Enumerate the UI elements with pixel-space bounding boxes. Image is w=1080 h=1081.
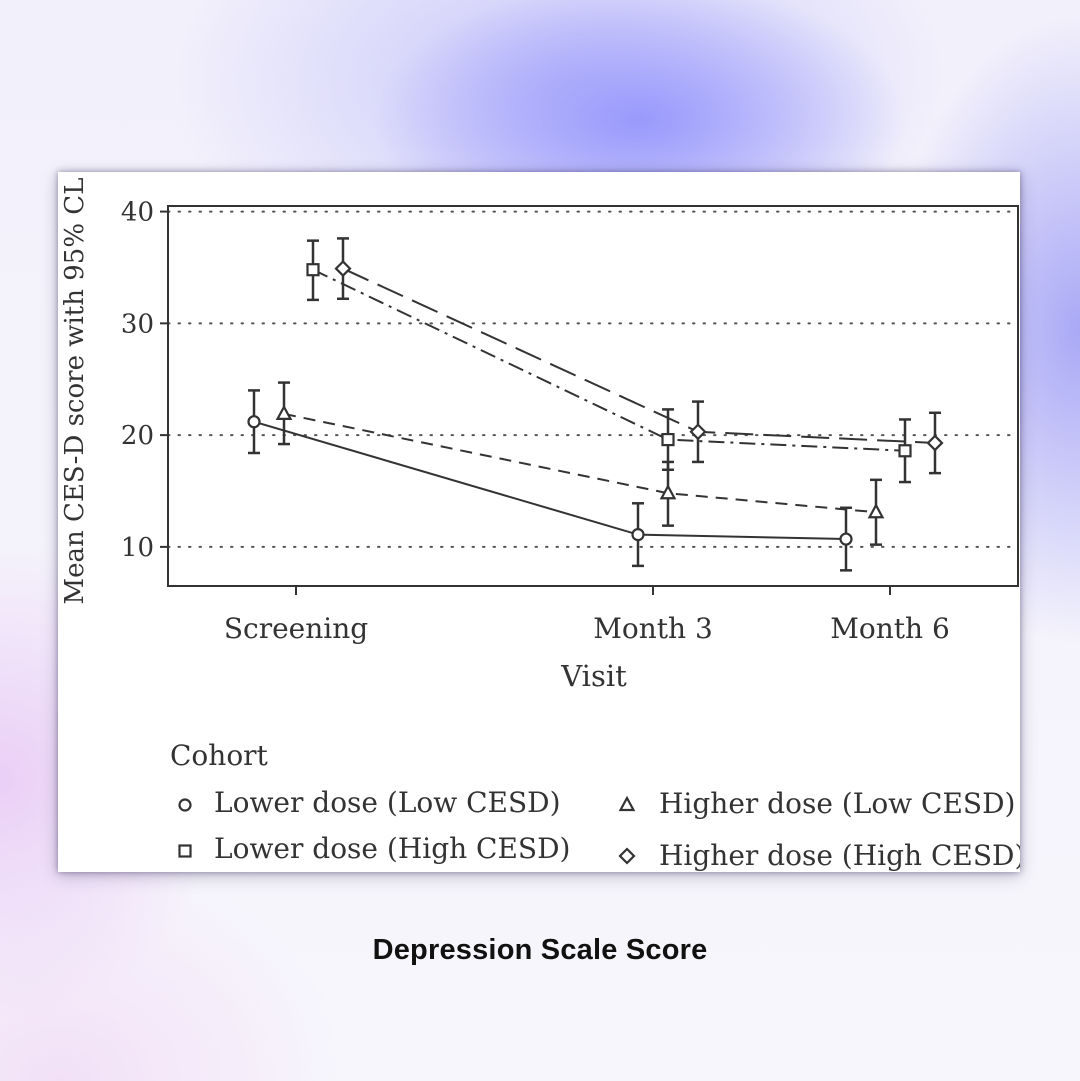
y-tick-label: 40 (121, 198, 154, 228)
line-chart: 10 20 30 40 Screening Month 3 Month 6 Visit Mean… (60, 178, 1020, 872)
legend-label: Lower dose (Low CESD) (214, 786, 561, 819)
legend-marker (178, 798, 192, 812)
data-point (247, 415, 261, 429)
legend-label: Higher dose (Low CESD) (659, 787, 1015, 820)
y-tick-label: 30 (121, 309, 154, 339)
x-axis-title: Visit (560, 659, 627, 693)
series-diamond (334, 237, 944, 475)
series-line (253, 420, 847, 541)
data-point (867, 502, 885, 519)
data-point (334, 260, 352, 278)
y-tick-label: 10 (121, 533, 154, 563)
legend-label: Higher dose (High CESD) (659, 839, 1020, 872)
data-point (839, 532, 853, 546)
data-point (661, 432, 675, 447)
caption: Depression Scale Score (372, 934, 708, 966)
legend-item: Lower dose (Low CESD) (178, 786, 561, 819)
series-line (312, 268, 906, 452)
figure-card: 10 20 30 40 Screening Month 3 Month 6 Visit Mean… (58, 172, 1020, 872)
series-line (342, 267, 936, 444)
y-tick-label: 20 (121, 421, 154, 451)
legend-marker (618, 795, 636, 812)
series-square (306, 239, 912, 484)
data-point (659, 483, 677, 500)
series-triangle (275, 381, 885, 546)
plot-frame (167, 205, 1019, 587)
legend-marker (178, 844, 192, 858)
data-point (275, 404, 293, 420)
legend-item: Lower dose (High CESD) (178, 832, 570, 865)
data-point (689, 423, 707, 441)
x-tick-label: Month 6 (830, 612, 950, 645)
series-circle (247, 389, 853, 572)
data-point (898, 444, 912, 458)
legend-item: Higher dose (High CESD) (618, 839, 1020, 872)
x-tick-label: Month 3 (593, 612, 713, 645)
legend: Cohort Lower dose (Low CESD) Lower dose (H… (170, 739, 1020, 872)
data-point (306, 263, 320, 277)
legend-marker (618, 847, 636, 865)
x-tick-label: Screening (224, 612, 368, 645)
data-point (926, 434, 944, 452)
legend-title: Cohort (170, 739, 269, 772)
y-axis-title: Mean CES-D score with 95% CL (60, 178, 90, 605)
data-point (631, 527, 645, 542)
legend-item: Higher dose (Low CESD) (618, 787, 1015, 820)
legend-label: Lower dose (High CESD) (214, 832, 570, 865)
series-line (283, 412, 877, 514)
